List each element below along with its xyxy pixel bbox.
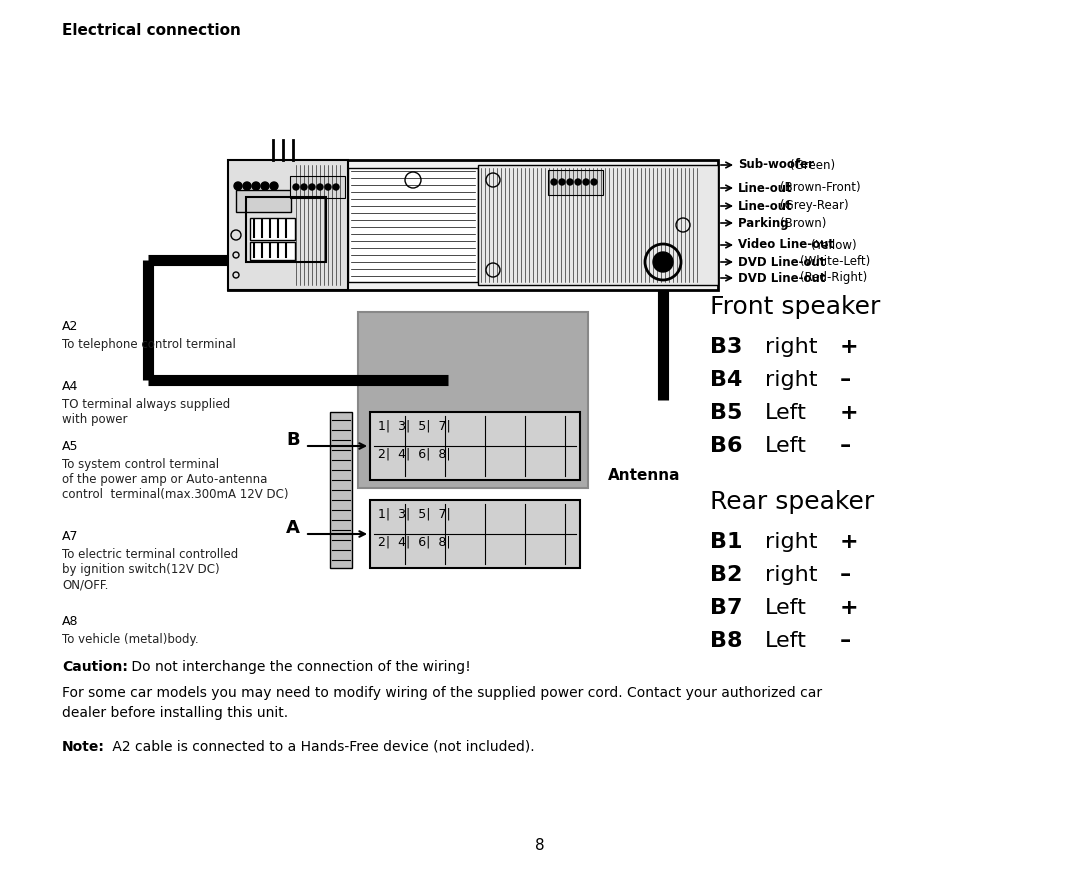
Text: Antenna: Antenna: [608, 468, 680, 483]
Text: 8: 8: [536, 838, 544, 853]
Text: To electric terminal controlled
by ignition switch(12V DC)
ON/OFF.: To electric terminal controlled by ignit…: [62, 548, 239, 591]
Circle shape: [234, 182, 242, 190]
Text: Video Line-out: Video Line-out: [738, 238, 834, 252]
Text: (Grey-Rear): (Grey-Rear): [780, 200, 848, 213]
Text: B2: B2: [710, 565, 742, 585]
Text: A4: A4: [62, 380, 79, 393]
Text: For some car models you may need to modify wiring of the supplied power cord. Co: For some car models you may need to modi…: [62, 686, 822, 720]
Text: (Green): (Green): [789, 159, 835, 171]
Text: +: +: [840, 337, 859, 357]
Text: To vehicle (metal)body.: To vehicle (metal)body.: [62, 633, 199, 646]
Text: B5: B5: [710, 403, 742, 423]
Bar: [348, 168, 478, 282]
Circle shape: [261, 182, 269, 190]
Text: DVD Line-out: DVD Line-out: [738, 255, 825, 268]
Text: TO terminal always supplied
with power: TO terminal always supplied with power: [62, 398, 230, 426]
Text: Parking: Parking: [738, 216, 793, 230]
Text: A5: A5: [62, 440, 79, 453]
Circle shape: [575, 179, 581, 185]
Text: Left: Left: [765, 631, 807, 651]
Text: 2|  4|  6|  8|: 2| 4| 6| 8|: [378, 536, 450, 549]
Text: –: –: [840, 631, 851, 651]
Text: B1: B1: [710, 532, 743, 552]
Text: Line-out: Line-out: [738, 182, 793, 194]
Circle shape: [583, 179, 589, 185]
Text: A2: A2: [62, 320, 79, 333]
Text: 1|  3|  5|  7|: 1| 3| 5| 7|: [378, 508, 450, 521]
Text: 1|  3|  5|  7|: 1| 3| 5| 7|: [378, 420, 450, 433]
Text: DVD Line-out: DVD Line-out: [738, 271, 825, 284]
Text: right: right: [765, 565, 818, 585]
Bar: [228, 160, 718, 290]
Circle shape: [301, 184, 307, 190]
Text: Left: Left: [765, 598, 807, 618]
Text: B4: B4: [710, 370, 742, 390]
Bar: [249, 218, 295, 240]
Bar: [228, 160, 348, 290]
Bar: [370, 500, 580, 568]
Text: –: –: [840, 436, 851, 456]
Circle shape: [309, 184, 315, 190]
Bar: [357, 312, 588, 488]
Bar: [548, 170, 603, 195]
Text: Note:: Note:: [62, 740, 105, 754]
Text: B: B: [286, 431, 300, 449]
Text: Left: Left: [765, 436, 807, 456]
Bar: [291, 176, 345, 198]
Text: B7: B7: [710, 598, 743, 618]
Text: –: –: [840, 565, 851, 585]
Circle shape: [591, 179, 597, 185]
Text: Do not interchange the connection of the wiring!: Do not interchange the connection of the…: [127, 660, 471, 674]
Text: right: right: [765, 370, 818, 390]
Text: Caution:: Caution:: [62, 660, 127, 674]
Text: Rear speaker: Rear speaker: [710, 490, 874, 514]
Circle shape: [252, 182, 260, 190]
Bar: [249, 242, 295, 260]
Text: right: right: [765, 532, 818, 552]
Text: right: right: [765, 337, 818, 357]
Bar: [246, 197, 326, 262]
Text: (Brown-Front): (Brown-Front): [780, 182, 861, 194]
Text: A: A: [286, 519, 300, 537]
Text: –: –: [840, 370, 851, 390]
Text: A7: A7: [62, 530, 79, 543]
Text: Electrical connection: Electrical connection: [62, 23, 241, 38]
Circle shape: [333, 184, 339, 190]
Text: +: +: [840, 403, 859, 423]
Text: (Brown): (Brown): [780, 216, 826, 230]
Text: A8: A8: [62, 615, 79, 628]
Circle shape: [567, 179, 573, 185]
Text: Sub-woofer: Sub-woofer: [738, 159, 814, 171]
Text: (White-Left): (White-Left): [800, 255, 870, 268]
Circle shape: [318, 184, 323, 190]
Circle shape: [270, 182, 278, 190]
Circle shape: [243, 182, 251, 190]
Text: Front speaker: Front speaker: [710, 295, 880, 319]
Bar: [478, 165, 718, 285]
Text: B6: B6: [710, 436, 743, 456]
Text: Line-out: Line-out: [738, 200, 793, 213]
Circle shape: [559, 179, 565, 185]
Text: A2 cable is connected to a Hands-Free device (not included).: A2 cable is connected to a Hands-Free de…: [108, 740, 535, 754]
Text: (Red-Right): (Red-Right): [800, 271, 867, 284]
Bar: [330, 412, 352, 568]
Text: +: +: [840, 598, 859, 618]
Text: To system control terminal
of the power amp or Auto-antenna
control  terminal(ma: To system control terminal of the power …: [62, 458, 288, 501]
Text: B3: B3: [710, 337, 742, 357]
Circle shape: [325, 184, 330, 190]
Bar: [370, 412, 580, 480]
Text: To telephone control terminal: To telephone control terminal: [62, 338, 235, 351]
Circle shape: [293, 184, 299, 190]
Text: +: +: [840, 532, 859, 552]
Text: B8: B8: [710, 631, 743, 651]
Text: Left: Left: [765, 403, 807, 423]
Bar: [237, 190, 291, 212]
Text: (Yellow): (Yellow): [811, 238, 856, 252]
Text: 2|  4|  6|  8|: 2| 4| 6| 8|: [378, 448, 450, 461]
Circle shape: [653, 252, 673, 272]
Circle shape: [551, 179, 557, 185]
